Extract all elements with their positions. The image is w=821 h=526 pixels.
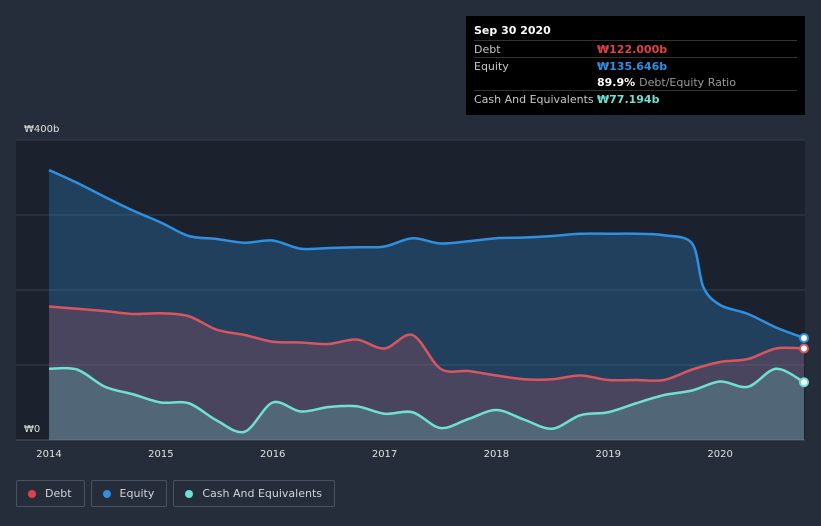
equity-area — [49, 170, 804, 440]
tooltip: Sep 30 2020 Debt ₩122.000b Equity ₩135.6… — [466, 16, 805, 115]
x-tick-label: 2017 — [372, 449, 397, 460]
legend: Debt Equity Cash And Equivalents — [16, 480, 335, 507]
tooltip-ratio-label: Debt/Equity Ratio — [639, 75, 736, 89]
x-tick-label: 2020 — [707, 449, 732, 460]
cash-dot-icon — [185, 489, 194, 498]
y-tick-label-bottom: ₩0 — [24, 424, 40, 435]
tooltip-date: Sep 30 2020 — [474, 24, 551, 37]
tooltip-cash-value: ₩77.194b — [597, 92, 660, 106]
tooltip-row-ratio: 89.9% Debt/Equity Ratio — [474, 74, 797, 90]
legend-item-cash[interactable]: Cash And Equivalents — [173, 480, 335, 507]
tooltip-row-cash: Cash And Equivalents ₩77.194b — [474, 90, 797, 107]
debt-line — [48, 305, 805, 382]
debt-area — [49, 306, 804, 440]
x-tick-label: 2019 — [596, 449, 621, 460]
legend-label-equity: Equity — [119, 487, 155, 500]
tooltip-row-debt: Debt ₩122.000b — [474, 40, 797, 57]
legend-item-equity[interactable]: Equity — [90, 480, 168, 507]
tooltip-equity-label: Equity — [474, 59, 509, 73]
legend-item-debt[interactable]: Debt — [16, 480, 85, 507]
equity-dot-icon — [102, 489, 111, 498]
legend-label-cash: Cash And Equivalents — [202, 487, 322, 500]
equity-end-marker — [799, 333, 809, 343]
debt-end-marker — [799, 343, 809, 354]
x-tick-label: 2014 — [36, 449, 61, 460]
x-tick-label: 2015 — [148, 449, 173, 460]
y-tick-label-top: ₩400b — [24, 124, 59, 135]
legend-label-debt: Debt — [45, 487, 72, 500]
tooltip-debt-value: ₩122.000b — [597, 42, 668, 56]
tooltip-ratio-value: 89.9% — [597, 75, 636, 89]
x-tick-label: 2016 — [260, 449, 285, 460]
cash-and-equivalents-end-marker — [799, 377, 809, 388]
tooltip-cash-label: Cash And Equivalents — [474, 92, 594, 106]
cash-and-equivalents-line — [48, 366, 805, 434]
cash-and-equivalents-area — [49, 368, 804, 440]
tooltip-equity-value: ₩135.646b — [597, 59, 668, 73]
x-tick-label: 2018 — [484, 449, 509, 460]
tooltip-debt-label: Debt — [474, 42, 501, 56]
equity-line — [48, 168, 805, 340]
tooltip-row-equity: Equity ₩135.646b — [474, 57, 797, 74]
debt-dot-icon — [28, 489, 36, 498]
